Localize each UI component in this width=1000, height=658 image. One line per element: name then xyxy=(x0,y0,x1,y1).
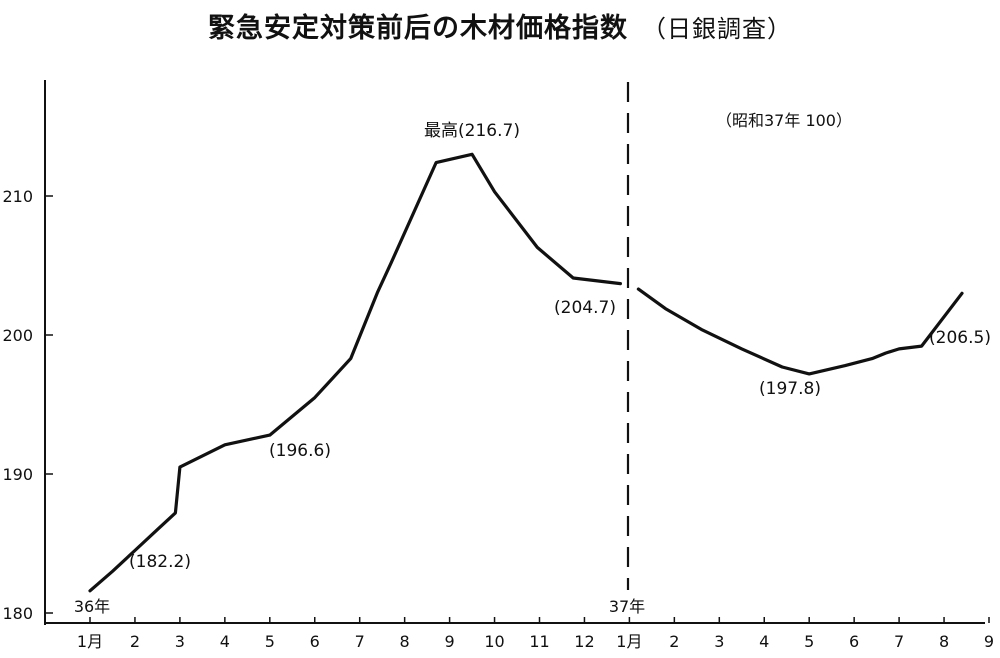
x-tick-label: 5 xyxy=(804,632,814,651)
data-annotation: (204.7) xyxy=(554,298,616,318)
x-tick-label: 6 xyxy=(310,632,320,651)
x-tick-label: 4 xyxy=(220,632,230,651)
x-tick-label: 7 xyxy=(355,632,365,651)
data-annotation: 最高(216.7) xyxy=(424,121,520,141)
data-annotation: (196.6) xyxy=(269,441,331,461)
chart-title: 緊急安定対策前后の木材価格指数 （日銀調査） xyxy=(0,6,1000,45)
y-tick-label: 210 xyxy=(2,187,33,206)
x-tick-label: 1月 xyxy=(77,632,103,651)
x-tick-label: 3 xyxy=(175,632,185,651)
x-tick-label: 10 xyxy=(484,632,504,651)
base-note: （昭和37年 100） xyxy=(716,111,852,130)
x-tick-label: 2 xyxy=(669,632,679,651)
data-annotation: (197.8) xyxy=(759,379,821,399)
x-tick-label: 4 xyxy=(759,632,769,651)
x-tick-label: 3 xyxy=(714,632,724,651)
year-label: 37年 xyxy=(609,597,645,616)
data-annotation: (206.5) xyxy=(929,328,991,348)
series-line xyxy=(88,152,623,593)
x-tick-label: 9 xyxy=(984,632,994,651)
x-tick-label: 5 xyxy=(265,632,275,651)
x-tick-label: 7 xyxy=(894,632,904,651)
x-tick-label: 1月 xyxy=(616,632,642,651)
x-tick-label: 8 xyxy=(400,632,410,651)
y-tick-label: 200 xyxy=(2,326,33,345)
x-tick-label: 6 xyxy=(849,632,859,651)
year-label: 36年 xyxy=(74,597,110,616)
y-tick-label: 190 xyxy=(2,465,33,484)
x-tick-label: 8 xyxy=(939,632,949,651)
x-tick-label: 12 xyxy=(574,632,594,651)
y-tick-label: 180 xyxy=(2,604,33,623)
chart-subtitle: （日銀調査） xyxy=(642,15,792,43)
x-tick-label: 9 xyxy=(445,632,455,651)
data-annotation: (182.2) xyxy=(129,552,191,572)
chart-title-main: 緊急安定対策前后の木材価格指数 xyxy=(208,13,628,44)
x-tick-label: 2 xyxy=(130,632,140,651)
series-line xyxy=(636,287,964,376)
x-tick-label: 11 xyxy=(529,632,549,651)
